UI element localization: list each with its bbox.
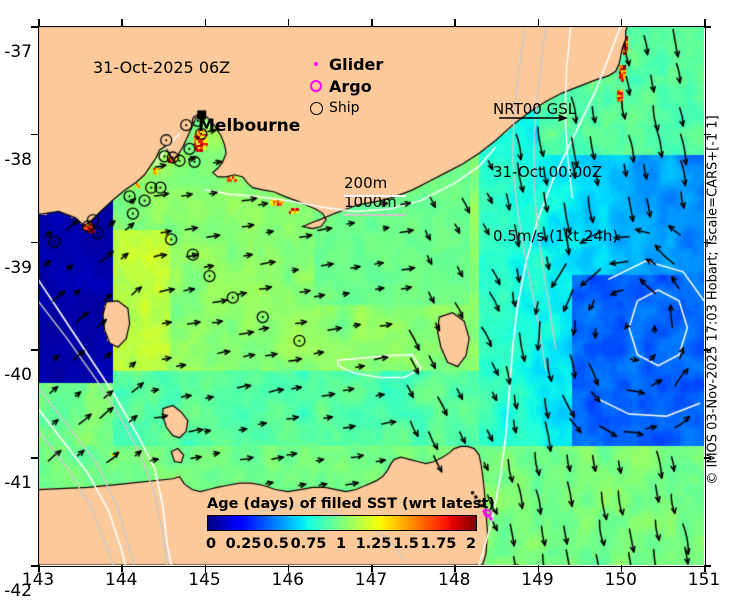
x-tick [704, 565, 706, 572]
velocity-scale-label: 0.5m/s (1kt 24h) [493, 227, 619, 246]
platform-legend: Glider Argo Ship [303, 53, 383, 119]
x-tick [620, 565, 623, 572]
x-axis-labels: 143 144 145 146 147 148 149 150 151 [22, 0, 720, 600]
y-axis-labels: -37 -38 -39 -40 -41 -42 [0, 26, 38, 601]
x-tick [371, 19, 373, 26]
x-tick [38, 565, 40, 572]
legend-label-argo: Argo [329, 76, 372, 96]
legend-item-glider: Glider [303, 53, 383, 75]
x-tick-label: 151 [687, 570, 721, 590]
isobath-label-200m: 200m [344, 174, 388, 192]
argo-marker-icon [303, 80, 329, 92]
y-tick-label: -40 [4, 365, 32, 386]
y-tick [704, 457, 711, 459]
isobath-depth-key: 200m 1000m [344, 174, 406, 217]
y-tick [31, 26, 38, 28]
x-tick [38, 19, 40, 26]
x-tick [537, 565, 539, 572]
y-tick [704, 26, 711, 28]
sst-age-map-canvas[interactable] [38, 26, 704, 565]
colorbar-tick-labels: 0 0.25 0.5 0.75 1 1.25 1.5 1.75 2 [205, 535, 477, 555]
x-tick [121, 565, 123, 572]
x-tick-label: 147 [354, 570, 388, 590]
x-tick [371, 565, 373, 572]
ship-marker-icon [303, 101, 329, 115]
x-tick-label: 146 [271, 570, 304, 590]
colorbar-tick: 2 [465, 536, 477, 552]
x-tick [454, 19, 456, 26]
y-tick [31, 241, 38, 244]
y-tick [704, 565, 711, 567]
colorbar-tick: 1.5 [393, 536, 419, 552]
legend-item-ship: Ship [303, 97, 383, 119]
city-label-melbourne: Melbourne [198, 116, 301, 136]
x-tick [537, 19, 539, 26]
y-tick [704, 241, 711, 244]
model-info-block: NRT00 GSL 31-Oct 00:00Z 0.5m/s (1kt 24h) [493, 56, 618, 290]
y-tick-label: -41 [4, 473, 32, 494]
colorbar-tick: 0 [205, 536, 217, 552]
colorbar-tick: 1.75 [420, 536, 457, 552]
y-tick [31, 565, 38, 567]
x-tick [454, 565, 456, 572]
y-tick [31, 133, 38, 136]
x-tick [287, 565, 290, 572]
legend-label-glider: Glider [329, 54, 384, 74]
y-tick-label: -38 [4, 149, 32, 170]
velocity-scale-arrow-icon [499, 114, 568, 122]
y-tick [704, 133, 711, 136]
date-stamp: 31-Oct-2025 06Z [93, 58, 231, 77]
isobath-swatch-200m [344, 195, 406, 197]
x-tick [704, 19, 706, 26]
credit-attribution: © IMOS 03-Nov-2025 17:03 Hobart; Tscale=… [705, 115, 721, 485]
colorbar-tick: 0.5 [263, 536, 289, 552]
isobath-swatch-1000m [344, 214, 406, 217]
y-tick-label: -42 [4, 581, 32, 601]
legend-label-ship: Ship [329, 100, 360, 116]
map-plot-area[interactable]: 31-Oct-2025 06Z NRT00 GSL 31-Oct 00:00Z … [38, 26, 704, 565]
y-tick-label: -37 [4, 42, 32, 62]
colorbar-tick: 0.75 [290, 536, 327, 552]
y-tick [31, 349, 38, 351]
colorbar-gradient [207, 515, 477, 531]
y-tick-label: -39 [4, 257, 32, 278]
x-tick-label: 144 [105, 570, 138, 590]
model-name: NRT00 GSL [493, 99, 577, 118]
x-tick-label: 149 [521, 570, 554, 590]
colorbar-tick: 0.25 [225, 536, 262, 552]
axis-tick-layer [31, 19, 711, 572]
y-tick [704, 349, 711, 351]
x-tick-label: 150 [604, 570, 637, 590]
x-tick [204, 19, 206, 26]
x-tick [204, 565, 206, 572]
y-tick [31, 457, 38, 459]
x-tick-label: 143 [21, 570, 55, 590]
colorbar-title: Age (days) of filled SST (wrt latest) [207, 496, 495, 512]
x-tick [620, 19, 623, 26]
x-tick [121, 19, 123, 26]
isobath-label-1000m: 1000m [344, 193, 397, 212]
glider-marker-icon [303, 62, 329, 66]
x-tick-label: 145 [188, 570, 221, 590]
colorbar-tick: 1 [335, 536, 347, 552]
x-tick-label: 148 [438, 570, 471, 590]
model-time: 31-Oct 00:00Z [493, 163, 603, 182]
legend-item-argo: Argo [303, 75, 383, 97]
colorbar-tick: 1.25 [355, 536, 392, 552]
x-tick [287, 19, 290, 26]
